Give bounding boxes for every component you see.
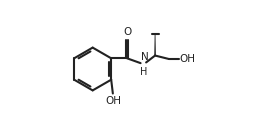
- Text: OH: OH: [106, 96, 121, 106]
- Text: OH: OH: [180, 54, 196, 64]
- Text: O: O: [123, 27, 131, 37]
- Text: N: N: [141, 52, 149, 62]
- Text: H: H: [140, 67, 147, 77]
- Polygon shape: [154, 34, 156, 55]
